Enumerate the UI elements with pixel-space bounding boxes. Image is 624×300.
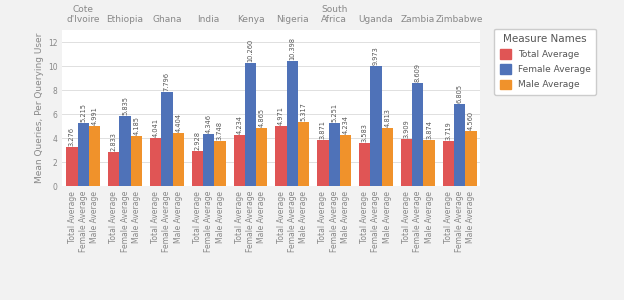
Bar [203,134,215,186]
Text: Kenya: Kenya [236,15,265,24]
Text: 4.041: 4.041 [153,118,158,136]
Text: 6.805: 6.805 [457,84,462,104]
Text: Ghana: Ghana [152,15,182,24]
Bar [401,139,412,186]
Bar [275,126,286,186]
Text: Zimbabwe: Zimbabwe [436,15,484,24]
Text: 3.719: 3.719 [446,122,451,140]
Legend: Total Average, Female Average, Male Average: Total Average, Female Average, Male Aver… [494,28,596,94]
Bar [245,63,256,186]
Bar [317,140,328,186]
Bar [328,123,340,186]
Bar [233,135,245,186]
Text: 4.234: 4.234 [343,115,348,134]
Bar [77,123,89,186]
Text: 4.346: 4.346 [206,114,212,133]
Bar [131,136,142,186]
Text: 4.971: 4.971 [278,106,284,125]
Bar [161,92,173,186]
Text: South
Africa: South Africa [321,4,348,24]
Text: 4.560: 4.560 [468,111,474,130]
Text: Uganda: Uganda [359,15,393,24]
Text: 2.833: 2.833 [111,132,117,151]
Bar [424,140,435,186]
Bar [119,116,131,186]
Bar [66,147,77,186]
Text: 5.317: 5.317 [301,102,306,121]
Text: 2.928: 2.928 [195,131,200,150]
Bar [286,61,298,186]
Text: 3.583: 3.583 [362,123,368,142]
Bar [256,128,268,186]
Text: 9.973: 9.973 [373,46,379,65]
Bar [215,141,226,186]
Text: India: India [198,15,220,24]
Bar [150,137,161,186]
Text: 3.748: 3.748 [217,121,223,140]
Y-axis label: Mean Queries, Per Querying User: Mean Queries, Per Querying User [35,33,44,183]
Bar [108,152,119,186]
Bar [454,104,466,186]
Text: Cote
d'Ivoire: Cote d'Ivoire [67,4,100,24]
Bar [442,141,454,186]
Text: 3.909: 3.909 [404,119,409,138]
Bar [359,143,370,186]
Text: 4.404: 4.404 [175,113,181,132]
Text: 4.813: 4.813 [384,108,390,127]
Bar [340,135,351,186]
Bar [298,122,310,186]
Text: 4.991: 4.991 [92,106,97,125]
Text: Ethiopia: Ethiopia [107,15,144,24]
Bar [173,133,184,186]
Text: 8.609: 8.609 [415,63,421,82]
Text: 4.185: 4.185 [134,116,139,135]
Text: 10.398: 10.398 [290,37,295,60]
Text: 5.251: 5.251 [331,103,337,122]
Text: Zambia: Zambia [401,15,435,24]
Text: 4.234: 4.234 [236,115,242,134]
Text: 4.865: 4.865 [259,107,265,127]
Bar [412,83,424,186]
Bar [370,66,382,186]
Text: 3.871: 3.871 [320,120,326,139]
Text: 3.276: 3.276 [69,127,75,146]
Bar [382,128,393,186]
Text: 10.260: 10.260 [248,39,253,62]
Text: 3.874: 3.874 [426,120,432,139]
Bar [89,126,100,186]
Text: 5.215: 5.215 [80,103,86,122]
Text: Nigeria: Nigeria [276,15,309,24]
Bar [466,131,477,186]
Text: 5.835: 5.835 [122,96,128,115]
Text: 7.796: 7.796 [164,73,170,92]
Bar [192,151,203,186]
